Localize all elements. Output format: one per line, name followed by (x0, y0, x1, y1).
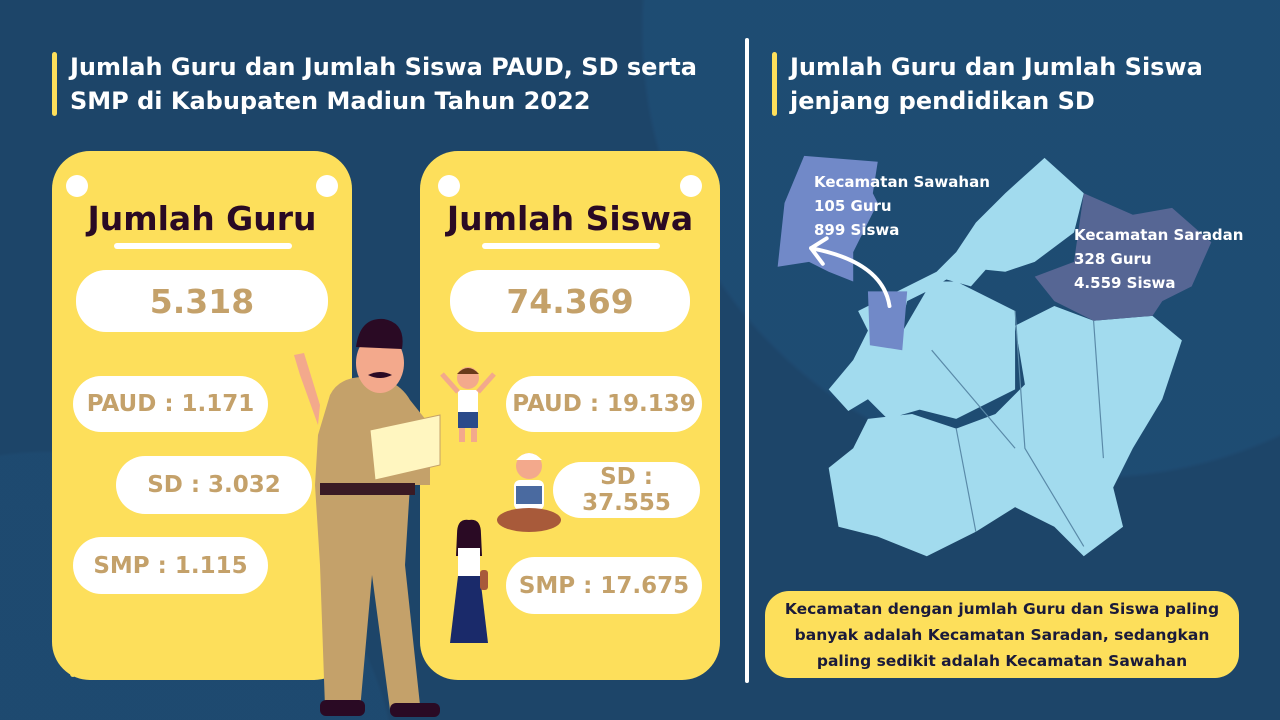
card-hole (66, 175, 88, 197)
guru-paud: PAUD : 1.171 (73, 376, 268, 432)
heading-underline (114, 243, 292, 249)
guru-sd: SD : 3.032 (116, 456, 312, 514)
guru-total: 5.318 (76, 270, 328, 332)
student-reading-illustration (497, 453, 561, 532)
siswa-total: 74.369 (450, 270, 690, 332)
siswa-heading: Jumlah Siswa (446, 199, 694, 238)
sawahan-siswa: 899 Siswa (814, 221, 900, 239)
siswa-smp: SMP : 17.675 (506, 557, 702, 614)
arrow-icon (809, 236, 892, 308)
sawahan-guru: 105 Guru (814, 197, 892, 215)
saradan-label: Kecamatan Saradan 328 Guru 4.559 Siswa (1074, 223, 1243, 295)
sawahan-label: Kecamatan Sawahan 105 Guru 899 Siswa (814, 170, 990, 242)
card-hole (680, 175, 702, 197)
left-title: Jumlah Guru dan Jumlah Siswa PAUD, SD se… (52, 50, 712, 118)
student-girl-illustration (450, 519, 488, 643)
card-hole (316, 175, 338, 197)
madiun-map (777, 155, 1212, 557)
conclusion-note: Kecamatan dengan jumlah Guru dan Siswa p… (765, 591, 1239, 678)
map-region-sawahan (777, 155, 908, 351)
siswa-sd: SD : 37.555 (553, 462, 700, 518)
right-title: Jumlah Guru dan Jumlah Siswa jenjang pen… (772, 50, 1212, 118)
teacher-illustration (294, 318, 441, 717)
vertical-divider (745, 38, 749, 683)
card-hole (438, 175, 460, 197)
guru-heading: Jumlah Guru (87, 199, 317, 238)
siswa-paud: PAUD : 19.139 (506, 376, 702, 432)
saradan-guru: 328 Guru (1074, 250, 1152, 268)
guru-smp: SMP : 1.115 (73, 537, 268, 594)
map-boundary-lines (931, 310, 1104, 547)
heading-underline (482, 243, 660, 249)
map-base-region (828, 157, 1182, 557)
sawahan-name: Kecamatan Sawahan (814, 173, 990, 191)
student-boy-illustration (440, 367, 496, 442)
saradan-name: Kecamatan Saradan (1074, 226, 1244, 244)
saradan-siswa: 4.559 Siswa (1074, 274, 1176, 292)
map-region-saradan (1034, 193, 1212, 321)
